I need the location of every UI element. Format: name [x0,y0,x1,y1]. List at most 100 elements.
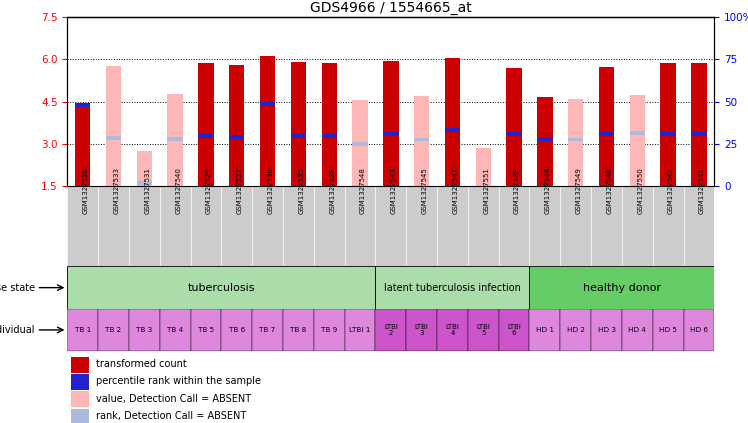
Text: TB 1: TB 1 [75,327,91,333]
Bar [414,138,429,141]
Bar [537,97,553,186]
Bar [537,138,553,141]
Text: GSM1327533: GSM1327533 [114,167,120,214]
Text: GSM1327535: GSM1327535 [298,167,304,214]
Text: LTBI
6: LTBI 6 [507,324,521,336]
Bar [375,309,406,351]
Bar [345,186,375,266]
Bar [168,137,183,140]
Bar [568,99,583,186]
Bar [70,409,89,423]
Bar [260,102,275,106]
Text: rank, Detection Call = ABSENT: rank, Detection Call = ABSENT [96,411,247,421]
Text: GSM1327548: GSM1327548 [360,167,366,214]
Bar [530,309,560,351]
Bar [322,134,337,138]
Text: GSM1327546: GSM1327546 [607,167,613,214]
Bar [137,181,152,185]
Text: latent tuberculosis infection: latent tuberculosis infection [384,283,521,293]
Bar [322,63,337,186]
Bar [530,266,714,309]
Bar [160,186,191,266]
Text: GSM1327550: GSM1327550 [637,167,643,214]
Text: GSM1327528: GSM1327528 [329,167,335,214]
Text: GSM1327531: GSM1327531 [144,167,150,214]
Text: TB 7: TB 7 [260,327,276,333]
Text: TB 8: TB 8 [290,327,307,333]
Text: TB 4: TB 4 [167,327,183,333]
Text: TB 2: TB 2 [105,327,122,333]
Title: GDS4966 / 1554665_at: GDS4966 / 1554665_at [310,0,472,14]
Bar [660,63,676,186]
Text: GSM1327530: GSM1327530 [268,167,274,214]
Text: GSM1327540: GSM1327540 [175,167,181,214]
Bar [129,309,160,351]
Text: HD 5: HD 5 [659,327,677,333]
Bar [560,186,591,266]
Bar [291,62,306,186]
Text: TB 9: TB 9 [321,327,337,333]
Bar [437,309,468,351]
Bar [229,65,245,186]
Text: LTBI
2: LTBI 2 [384,324,398,336]
Bar [375,266,530,309]
Bar [653,186,684,266]
Text: TB 5: TB 5 [197,327,214,333]
Bar [530,186,560,266]
Bar [345,309,375,351]
Text: tuberculosis: tuberculosis [188,283,255,293]
Text: LTBI
3: LTBI 3 [414,324,429,336]
Bar [406,186,437,266]
Text: HD 3: HD 3 [598,327,616,333]
Text: HD 6: HD 6 [690,327,708,333]
Text: GSM1327547: GSM1327547 [453,167,459,214]
Bar [98,186,129,266]
Bar [314,186,345,266]
Bar [260,56,275,186]
Bar [468,309,499,351]
Text: individual: individual [0,325,35,335]
Text: LTBI
4: LTBI 4 [446,324,459,336]
Bar [67,266,375,309]
Bar [229,135,245,139]
Bar [414,96,429,186]
Bar [560,309,591,351]
Bar [630,131,645,135]
Text: GSM1327545: GSM1327545 [422,167,428,214]
Bar [191,186,221,266]
Text: GSM1327527: GSM1327527 [237,167,243,214]
Bar [445,128,460,132]
Bar [352,142,368,146]
Bar [653,309,684,351]
Bar [75,103,91,186]
Bar [70,357,89,373]
Text: GSM1327551: GSM1327551 [483,167,489,214]
Bar [406,309,437,351]
Bar [283,309,314,351]
Bar [67,186,98,266]
Text: GSM1327529: GSM1327529 [206,167,212,214]
Bar [198,134,214,138]
Bar [191,309,221,351]
Text: TB 3: TB 3 [136,327,153,333]
Bar [468,186,499,266]
Bar [252,186,283,266]
Bar [283,186,314,266]
Text: HD 4: HD 4 [628,327,646,333]
Bar [599,67,614,186]
Text: TB 6: TB 6 [229,327,245,333]
Bar [383,132,399,136]
Bar [70,391,89,407]
Bar [506,132,522,136]
Bar [660,132,676,136]
Text: GSM1327544: GSM1327544 [545,167,551,214]
Bar [684,309,714,351]
Bar [198,63,214,186]
Bar [591,186,622,266]
Text: GSM1327539: GSM1327539 [514,167,520,214]
Text: value, Detection Call = ABSENT: value, Detection Call = ABSENT [96,393,251,404]
Bar [476,148,491,186]
Bar [252,309,283,351]
Text: GSM1327543: GSM1327543 [390,167,397,214]
Bar [70,374,89,390]
